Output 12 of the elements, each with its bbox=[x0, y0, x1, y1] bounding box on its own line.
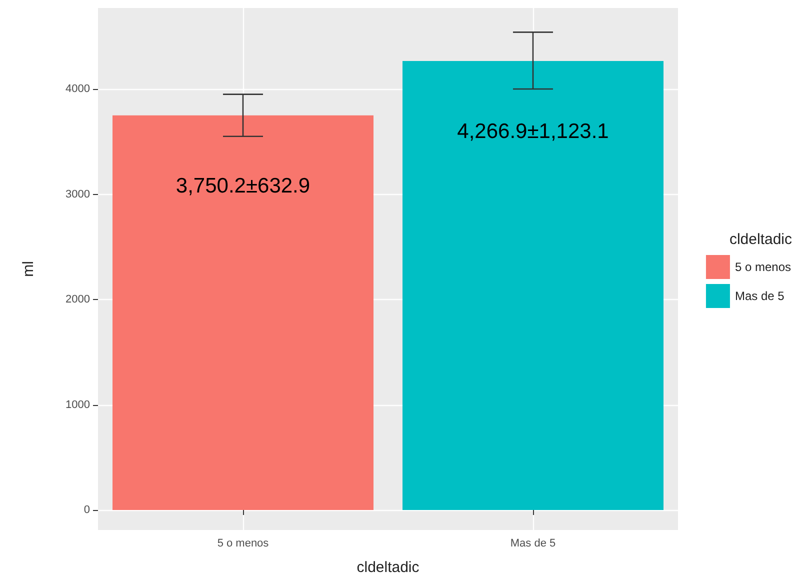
legend-label: Mas de 5 bbox=[734, 289, 785, 303]
data-label: 3,750.2±632.9 bbox=[176, 174, 310, 198]
data-label: 4,266.9±1,123.1 bbox=[457, 120, 609, 143]
y-tick-label: 1000 bbox=[66, 398, 90, 411]
y-tick-label: 2000 bbox=[66, 294, 90, 306]
y-tick-label: 3000 bbox=[66, 188, 90, 200]
legend-label: 5 o menos bbox=[734, 260, 792, 274]
y-tick-label: 4000 bbox=[66, 83, 90, 96]
y-tick-label: 0 bbox=[84, 504, 90, 516]
x-axis-title: cldeltadic bbox=[356, 559, 420, 576]
legend-title: cldeltadic bbox=[729, 231, 792, 248]
y-axis-title: ml bbox=[20, 261, 37, 277]
